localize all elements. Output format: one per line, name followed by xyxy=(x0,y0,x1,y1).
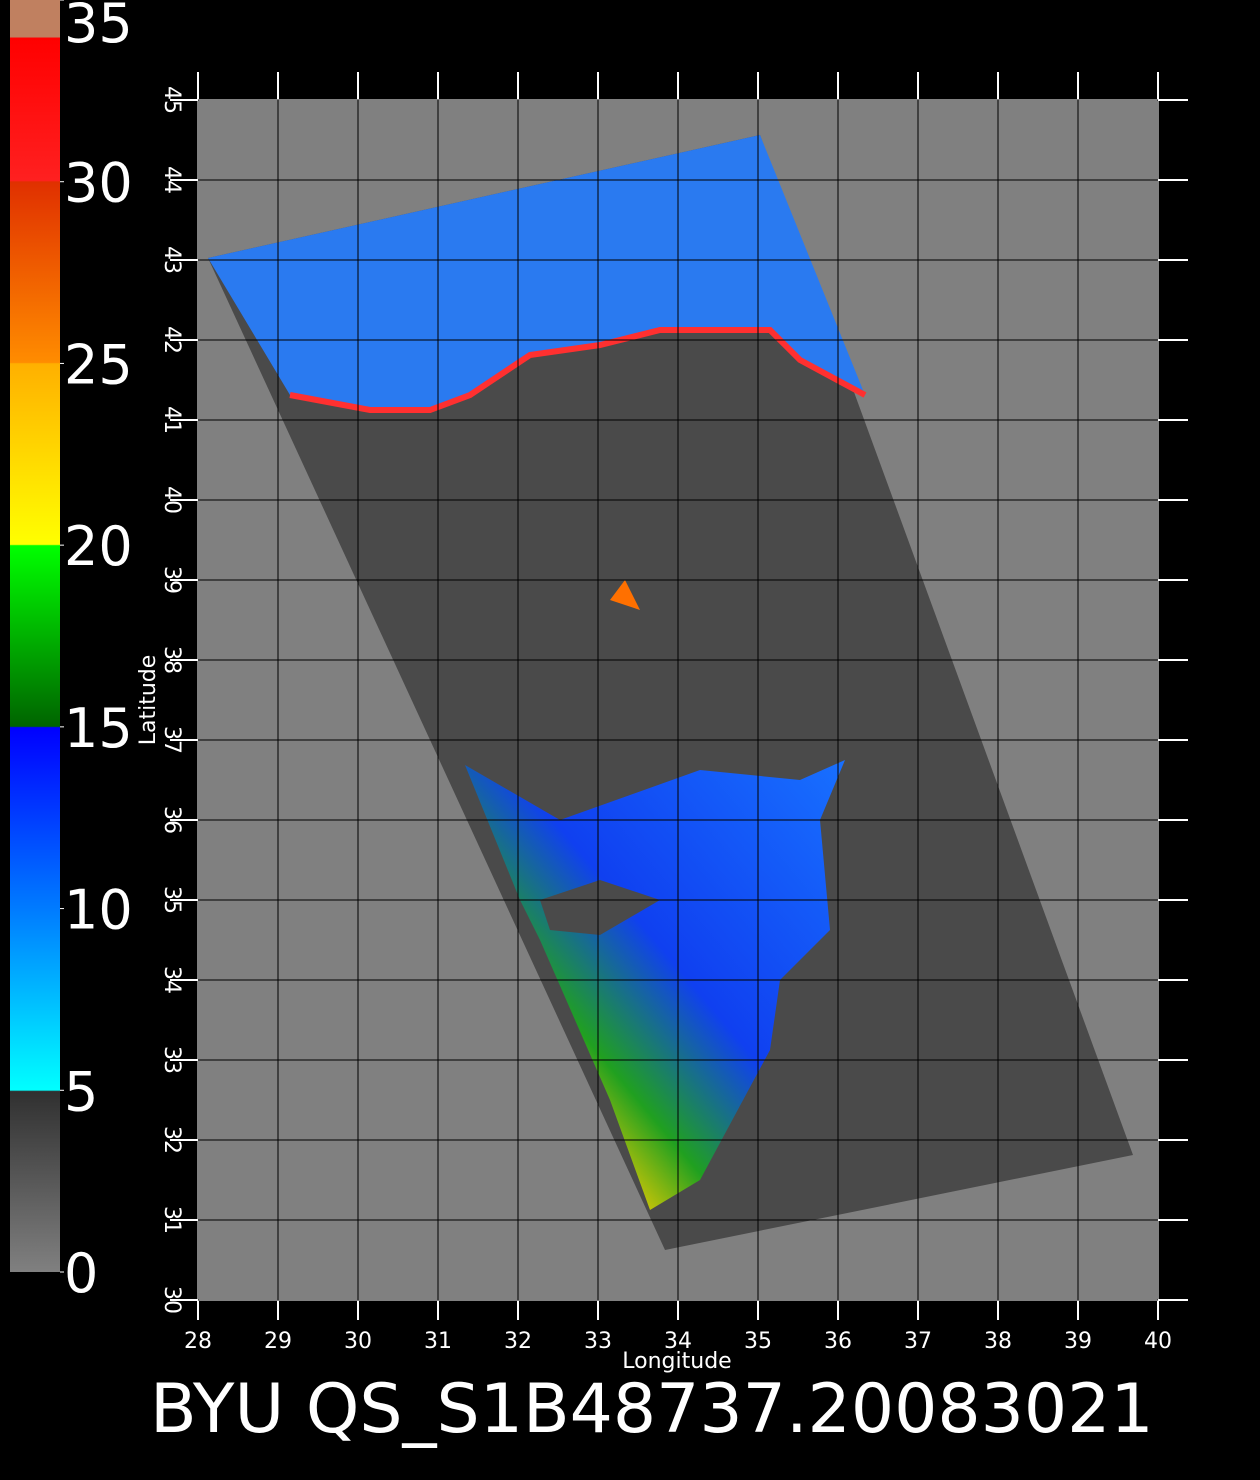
colorbar-label: 35 xyxy=(64,0,133,55)
colorbar-label: 15 xyxy=(64,697,133,760)
y-tick-label: 40 xyxy=(159,486,184,514)
y-tick-label: 39 xyxy=(159,566,184,594)
island xyxy=(610,580,640,610)
x-tick-label: 30 xyxy=(344,1329,372,1354)
colorbar-label: 20 xyxy=(64,515,133,578)
y-tick-label: 43 xyxy=(159,246,184,274)
x-tick-label: 33 xyxy=(584,1329,612,1354)
y-tick-label: 33 xyxy=(159,1046,184,1074)
y-tick-label: 42 xyxy=(159,326,184,354)
x-tick-label: 40 xyxy=(1144,1329,1172,1354)
x-axis-label: Longitude xyxy=(622,1349,731,1374)
y-tick-label: 44 xyxy=(159,166,184,194)
y-tick-label: 31 xyxy=(159,1206,184,1234)
land-gap xyxy=(540,880,660,935)
x-tick-label: 36 xyxy=(824,1329,852,1354)
x-tick-label: 37 xyxy=(904,1329,932,1354)
coast-edge-north xyxy=(289,327,867,413)
x-tick-label: 29 xyxy=(264,1329,292,1354)
y-tick-label: 32 xyxy=(159,1126,184,1154)
x-tick-label: 39 xyxy=(1064,1329,1092,1354)
x-tick-label: 34 xyxy=(664,1329,692,1354)
x-tick-label: 28 xyxy=(184,1329,212,1354)
y-tick-label: 35 xyxy=(159,886,184,914)
wind-field-north xyxy=(208,135,865,410)
y-tick-label: 34 xyxy=(159,966,184,994)
y-axis-label: Latitude xyxy=(136,655,161,746)
colorbar-label: 0 xyxy=(64,1242,98,1305)
colorbar xyxy=(10,0,60,1272)
y-tick-label: 38 xyxy=(159,646,184,674)
colorbar-label: 30 xyxy=(64,152,133,215)
caption: BYU QS_S1B48737.20083021 xyxy=(150,1370,1154,1449)
colorbar-label: 25 xyxy=(64,333,133,396)
y-tick-label: 36 xyxy=(159,806,184,834)
x-tick-label: 35 xyxy=(744,1329,772,1354)
y-tick-label: 41 xyxy=(159,406,184,434)
wind-field-south xyxy=(465,760,845,1210)
swath xyxy=(208,135,1133,1250)
x-tick-label: 32 xyxy=(504,1329,532,1354)
colorbar-label: 5 xyxy=(64,1060,98,1123)
x-tick-label: 38 xyxy=(984,1329,1012,1354)
x-tick-label: 31 xyxy=(424,1329,452,1354)
y-tick-label: 45 xyxy=(159,86,184,114)
colorbar-label: 10 xyxy=(64,879,133,942)
y-tick-label: 37 xyxy=(159,726,184,754)
y-tick-label: 30 xyxy=(159,1286,184,1314)
